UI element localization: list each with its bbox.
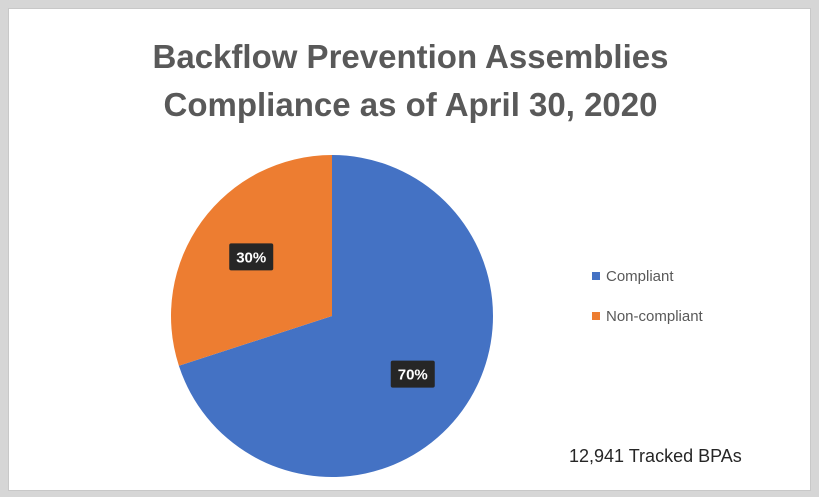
- legend-swatch-compliant: [592, 272, 600, 280]
- legend-label-non-compliant: Non-compliant: [606, 307, 703, 325]
- chart-title-line-2: Compliance as of April 30, 2020: [163, 86, 658, 123]
- chart-title: Backflow Prevention Assemblies Complianc…: [9, 33, 810, 129]
- legend-item-non-compliant: Non-compliant: [592, 305, 703, 327]
- chart-title-line-1: Backflow Prevention Assemblies: [152, 38, 669, 75]
- chart-area: Backflow Prevention Assemblies Complianc…: [8, 8, 811, 491]
- data-label-non-compliant: 30%: [229, 243, 274, 271]
- data-label-compliant: 70%: [390, 360, 435, 388]
- pie-chart: 70% 30%: [170, 155, 494, 477]
- legend-swatch-non-compliant: [592, 312, 600, 320]
- pie-slice-compliant: [178, 155, 494, 477]
- legend-item-compliant: Compliant: [592, 265, 703, 287]
- svg-text:30%: 30%: [236, 249, 266, 266]
- svg-text:70%: 70%: [398, 367, 428, 384]
- tracked-count-note: 12,941 Tracked BPAs: [569, 446, 742, 466]
- chart-legend: Compliant Non-compliant: [592, 265, 703, 345]
- legend-label-compliant: Compliant: [606, 267, 674, 285]
